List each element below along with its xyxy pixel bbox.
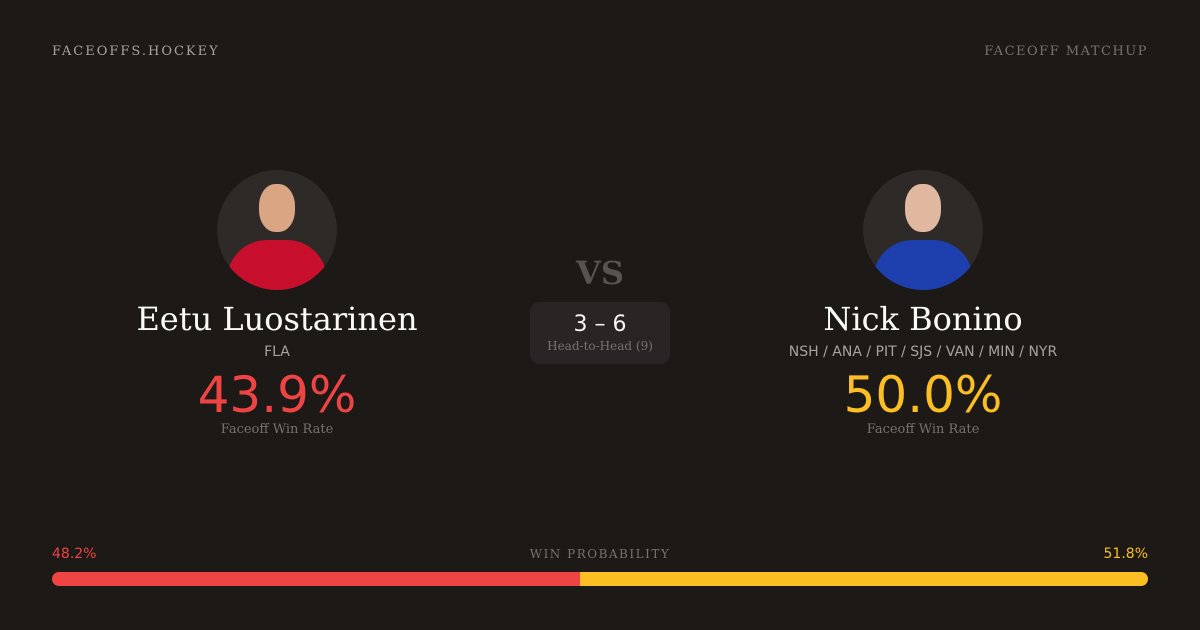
player-team: FLA [264,344,290,360]
win-prob-bar-right [580,572,1148,586]
faceoff-rate: 50.0% [843,366,1003,424]
win-prob-label: WIN PROBABILITY [529,547,671,561]
player-photo [863,170,983,290]
h2h-label: Head-to-Head (9) [547,339,653,353]
player-name: Nick Bonino [823,300,1023,338]
vs-label: VS [576,254,624,292]
page-label: FACEOFF MATCHUP [984,44,1148,59]
win-prob-right: 51.8% [1103,546,1148,562]
head-to-head-box: 3 – 6 Head-to-Head (9) [530,302,670,364]
faceoff-rate-label: Faceoff Win Rate [866,422,980,437]
player-team: NSH / ANA / PIT / SJS / VAN / MIN / NYR [788,344,1058,360]
player-right: Nick Bonino NSH / ANA / PIT / SJS / VAN … [723,170,1123,437]
player-name: Eetu Luostarinen [136,300,418,338]
player-photo [217,170,337,290]
h2h-score: 3 – 6 [573,312,627,337]
win-prob-bar [52,572,1148,586]
player-left: Eetu Luostarinen FLA 43.9% Faceoff Win R… [77,170,477,437]
brand-logo: FACEOFFS.HOCKEY [52,44,220,59]
faceoff-rate: 43.9% [197,366,357,424]
win-prob-bar-left [52,572,581,586]
faceoff-rate-label: Faceoff Win Rate [220,422,334,437]
win-prob-left: 48.2% [52,546,97,562]
